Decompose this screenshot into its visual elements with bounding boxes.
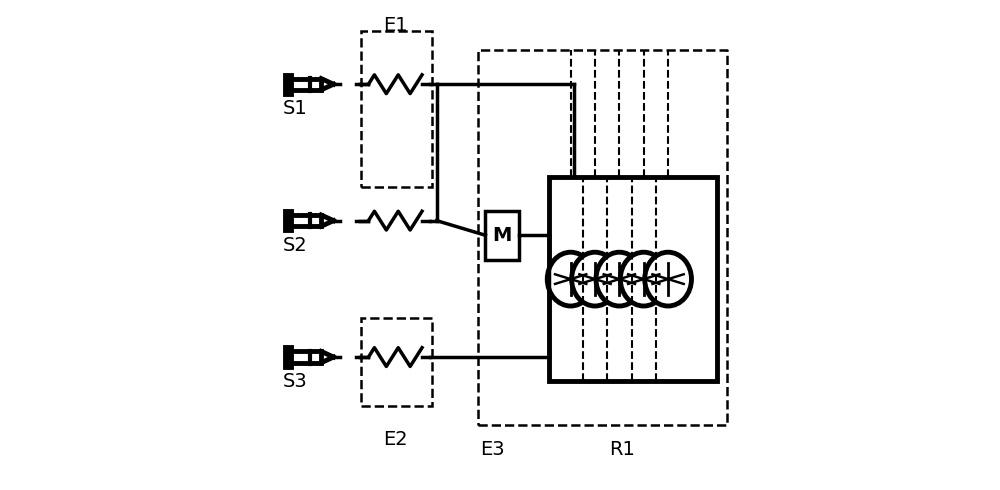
Text: M: M <box>493 226 512 245</box>
Ellipse shape <box>547 252 594 306</box>
Text: R1: R1 <box>609 440 635 459</box>
Text: S3: S3 <box>283 372 308 391</box>
Text: S1: S1 <box>283 99 308 118</box>
Text: E1: E1 <box>383 16 408 35</box>
Ellipse shape <box>572 252 618 306</box>
Bar <box>285 211 291 230</box>
Bar <box>287 215 321 226</box>
Bar <box>485 211 519 260</box>
Ellipse shape <box>596 252 643 306</box>
Text: E3: E3 <box>480 440 505 459</box>
Bar <box>478 50 727 425</box>
Text: E2: E2 <box>383 430 408 449</box>
Bar <box>361 318 432 406</box>
Bar <box>287 351 321 363</box>
Ellipse shape <box>645 252 691 306</box>
Bar <box>285 347 291 367</box>
Bar <box>361 30 432 187</box>
Bar <box>287 78 321 90</box>
Text: S2: S2 <box>283 236 308 254</box>
Ellipse shape <box>620 252 667 306</box>
Bar <box>549 177 717 381</box>
Bar <box>285 74 291 94</box>
